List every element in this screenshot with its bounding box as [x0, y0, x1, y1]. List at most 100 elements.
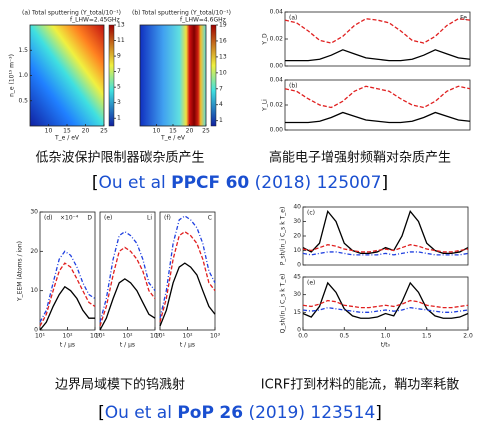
frame [302, 276, 469, 331]
colorbar-tick-label: 10 [219, 69, 227, 76]
panel-annotation: D [87, 215, 92, 222]
x-tick-label: 15 [169, 128, 177, 135]
colorbar-tick-label: 1 [219, 117, 223, 124]
colorbar [108, 24, 115, 127]
page: 123514 [310, 403, 375, 423]
x-tick-label: 10³ [150, 333, 161, 340]
y-tick-label: 40 [293, 204, 301, 211]
colorbar-tick-label: 5 [117, 84, 121, 91]
x-tick-label: 10 [45, 128, 53, 135]
series-line [159, 262, 216, 327]
y-tick-label: 0 [297, 327, 301, 334]
frame [159, 211, 216, 331]
colorbar-tick-label: 7 [219, 85, 223, 92]
y-tick-label: 1.0 [18, 72, 28, 79]
heatmap-image [140, 25, 206, 126]
colorbar-tick-label: 19 [219, 22, 227, 29]
y-tick-label: 10 [293, 247, 301, 254]
x-axis-label: t / μs [120, 342, 135, 349]
colorbar-tick-label: 7 [117, 68, 121, 75]
y-tick-label: 30 [293, 291, 301, 298]
y-tick-label: 0.02 [270, 36, 284, 43]
y-tick-label: 0.5 [18, 97, 28, 104]
journal: PoP [177, 403, 214, 423]
colorbar-tick-label: 13 [117, 22, 125, 29]
panel-label: (c) [307, 210, 315, 217]
panel-label: (b) [132, 10, 141, 17]
journal: PPCF [171, 173, 220, 193]
y-axis-label: P_sh/(n_i C_s k T_e) [280, 207, 287, 266]
panel-label: (b) [289, 83, 298, 90]
panel-label: (e) [104, 215, 112, 222]
x-tick-label: 1.0 [381, 333, 391, 340]
citation: [Ou et al PPCF 60 (2018) 125007] [92, 173, 388, 193]
volume: 60 [226, 173, 250, 193]
x-tick-label: 0.5 [339, 333, 349, 340]
series-line [99, 230, 156, 323]
panel-label: (a) [22, 10, 30, 17]
y-tick-label: 0.02 [270, 102, 284, 109]
x-tick-label: 10¹ [95, 333, 106, 340]
y-tick-label: 15 [293, 309, 301, 316]
series-line [39, 250, 96, 323]
authors: Ou et al [105, 403, 172, 423]
x-tick-label: 10¹ [155, 333, 166, 340]
series-line [39, 262, 96, 327]
y-axis-label: Y_EEM (Atoms / ion) [17, 241, 24, 302]
x-tick-label: 2.0 [463, 333, 473, 340]
series-line [284, 18, 471, 44]
series-line [99, 246, 156, 327]
x-axis-label: t / μs [60, 342, 75, 349]
y-tick-label: 0.00 [270, 63, 284, 70]
bracket: [ [92, 173, 99, 193]
y-tick-label: 0.04 [270, 77, 284, 84]
series-line [159, 230, 216, 323]
y-axis-label: n_e (10¹⁹ m⁻³) [9, 54, 16, 97]
y-tick-label: 0.04 [270, 9, 284, 16]
y-tick-label: 30 [293, 218, 301, 225]
bracket: ] [381, 173, 388, 193]
volume: 26 [219, 403, 243, 423]
panel-annotation: C [208, 215, 212, 222]
heatmap-image [30, 25, 104, 126]
panel-label: (f) [164, 215, 171, 222]
x-axis-label: T_e / eV [160, 135, 186, 142]
frame [284, 11, 471, 67]
page: 125007 [317, 173, 382, 193]
bracket: [ [98, 403, 105, 423]
frame [302, 206, 469, 266]
panel-title: Total sputtering (Y_total/10⁻¹) [31, 10, 121, 17]
caption: 低杂波保护限制器碳杂质产生 [35, 151, 204, 166]
x-tick-label: 25 [100, 128, 108, 135]
panel-subtitle: f_LHW=4.6GHz [180, 17, 226, 24]
series-line [99, 278, 156, 331]
y-tick-label: 0.00 [270, 127, 284, 134]
panel-subtitle: f_LHW=2.45GHz [70, 17, 120, 24]
y-axis-label: Y_Li [262, 99, 269, 112]
x-tick-label: 10³ [210, 333, 221, 340]
series-line [302, 281, 469, 319]
series-line [302, 306, 469, 313]
panel-annotation: Li [147, 215, 152, 222]
series-line [159, 215, 216, 319]
colorbar-tick-label: 4 [219, 101, 223, 108]
x-tick-label: 10² [122, 333, 133, 340]
x-tick-label: 10¹ [35, 333, 46, 340]
colorbar-tick-label: 11 [117, 37, 125, 44]
x-axis-label: t/t₀ [381, 342, 391, 349]
citation: [Ou et al PoP 26 (2019) 123514] [98, 403, 382, 423]
caption: 边界局域模下的钨溅射 [55, 377, 185, 393]
series-line [302, 244, 469, 253]
x-tick-label: 15 [63, 128, 71, 135]
series-line [285, 111, 471, 124]
panel-title: Total sputtering (Y_total/10⁻¹) [141, 10, 231, 17]
y-tick-label: 20 [293, 233, 301, 240]
y-tick-label: 0 [297, 262, 301, 269]
x-tick-label: 10 [153, 128, 161, 135]
colorbar-tick-label: 3 [117, 99, 121, 106]
y-axis-label: Q_sh/(n_i C_s k T_e) [280, 274, 287, 334]
authors: Ou et al [99, 173, 166, 193]
year: (2018) [255, 173, 312, 193]
series-line [302, 209, 469, 255]
colorbar-tick-label: 13 [219, 53, 227, 60]
